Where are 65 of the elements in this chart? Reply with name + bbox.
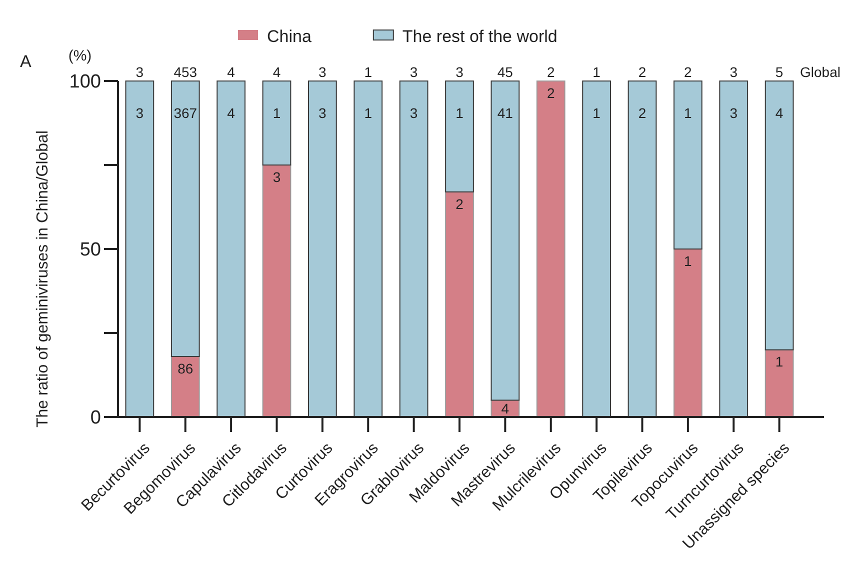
annotation: 3 <box>730 64 738 80</box>
annotation: 2 <box>546 84 555 101</box>
bar <box>628 80 657 418</box>
annotation: 2 <box>546 64 555 80</box>
bar <box>445 80 474 192</box>
bar <box>582 80 611 418</box>
bar <box>674 248 702 418</box>
bar <box>719 80 748 418</box>
bar <box>445 191 474 418</box>
annotation: 4 <box>501 400 510 416</box>
annotation: 1 <box>272 104 281 121</box>
annotation: 1 <box>592 104 601 121</box>
bar <box>308 80 337 418</box>
bar <box>354 80 383 418</box>
bar <box>125 80 154 418</box>
text: 2 <box>684 64 692 80</box>
y-tick-label: 50 <box>80 240 101 261</box>
bar <box>216 80 246 418</box>
text: 4 <box>272 64 281 80</box>
bar <box>490 80 520 401</box>
annotation: 2 <box>638 104 646 121</box>
annotation: 3 <box>730 104 738 121</box>
bar <box>170 80 200 358</box>
annotation: 3 <box>318 104 327 121</box>
y-tick-label: 0 <box>90 408 101 429</box>
annotation: 4 <box>227 104 236 121</box>
bar <box>536 80 566 418</box>
bar <box>764 349 794 418</box>
annotation: 1 <box>684 104 692 121</box>
annotation: 3 <box>410 104 418 121</box>
text: 45 <box>497 64 514 80</box>
bar <box>399 80 428 418</box>
annotation: 3 <box>410 64 418 80</box>
annotation: 2 <box>638 64 646 80</box>
annotation: 1 <box>592 64 601 80</box>
bar <box>674 80 702 250</box>
annotation: 1 <box>684 252 692 269</box>
annotation: 1 <box>456 104 464 121</box>
annotation: 1 <box>775 354 784 370</box>
annotation: 41 <box>497 104 514 121</box>
bar <box>764 80 794 350</box>
legend-label: The rest of the world <box>402 26 558 46</box>
annotation: 3 <box>136 64 144 80</box>
annotation: 3 <box>272 168 281 185</box>
text: 5 <box>775 64 784 80</box>
annotation: 2 <box>456 196 464 212</box>
bar <box>262 164 292 418</box>
annotation: 3 <box>136 104 144 121</box>
annotation: 367 <box>174 104 198 121</box>
y-axis-title: The ratio of geminiviruses in China/Global <box>34 130 52 428</box>
text: Global <box>800 64 840 80</box>
annotation: 86 <box>178 360 194 376</box>
text: 3 <box>456 64 464 80</box>
annotation: 4 <box>775 104 784 121</box>
text: 453 <box>174 64 198 80</box>
annotation: 4 <box>227 64 236 80</box>
text: (%) <box>68 47 92 64</box>
annotation: 1 <box>364 104 372 121</box>
annotation: 3 <box>318 64 327 80</box>
legend-label: China <box>267 26 312 46</box>
y-tick-label: 100 <box>69 72 101 93</box>
bar <box>170 356 200 418</box>
bar <box>262 80 292 166</box>
chart-title: A <box>20 52 32 71</box>
annotation: 1 <box>364 64 372 80</box>
